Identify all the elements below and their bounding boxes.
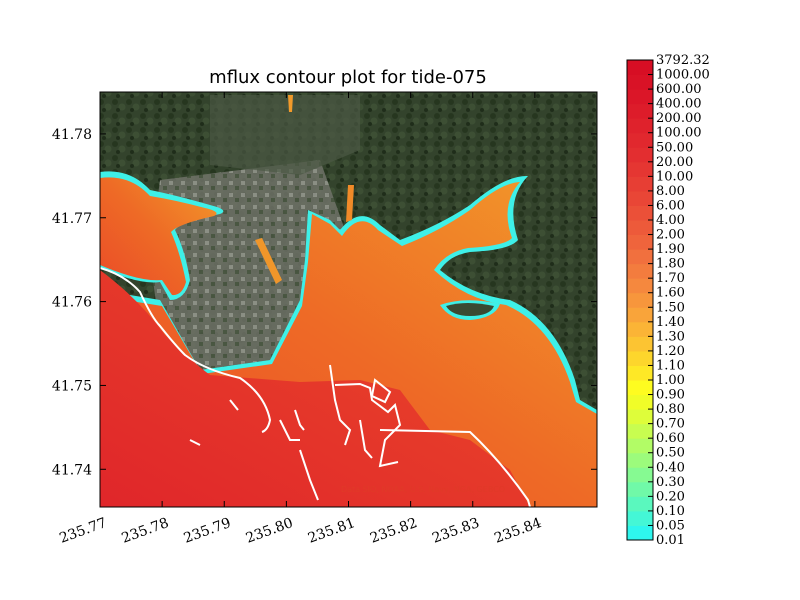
colorbar-swatch: [627, 60, 653, 76]
colorbar-swatch: [627, 409, 653, 425]
creek-channel: [255, 238, 282, 284]
x-tick-label: 235.81: [306, 515, 358, 547]
basemap-credit: Data SIO, NOAA, U.S. Navy, NGA, GEBCO: [341, 485, 505, 494]
colorbar-label: 10.00: [656, 169, 693, 184]
colorbar-label: 1.70: [656, 271, 685, 286]
colorbar-swatch: [627, 234, 653, 250]
colorbar-label: 1.30: [656, 329, 685, 344]
colorbar-swatch: [627, 380, 653, 396]
colorbar-swatch: [627, 176, 653, 192]
colorbar-frame: [626, 59, 654, 541]
colorbar-swatch: [627, 496, 653, 512]
colorbar-swatch: [627, 438, 653, 454]
colorbar-swatch: [627, 321, 653, 337]
colorbar-label: 8.00: [656, 184, 685, 199]
colorbar-label: 1.60: [656, 286, 685, 301]
colorbar-swatch: [627, 103, 653, 119]
colorbar-label: 6.00: [656, 198, 685, 213]
colorbar-label: 1.80: [656, 257, 685, 272]
colorbar-label: 400.00: [656, 97, 702, 112]
colorbar-swatch: [627, 394, 653, 410]
colorbar-label: 3792.32: [656, 53, 710, 68]
ocean-flux-fill: [100, 270, 530, 507]
colorbar-label: 20.00: [656, 155, 693, 170]
colorbar-swatch: [627, 132, 653, 148]
y-tick-label: 41.76: [52, 295, 92, 311]
colorbar-label: 1.00: [656, 373, 685, 388]
x-tick-label: 235.82: [368, 515, 420, 547]
colorbar-label: 0.30: [656, 475, 685, 490]
colorbar-swatch: [627, 89, 653, 105]
colorbar: 0.010.050.100.200.300.400.500.600.700.80…: [626, 53, 710, 548]
colorbar-label: 0.10: [656, 504, 685, 519]
colorbar-swatch: [627, 278, 653, 294]
colorbar-label: 1.10: [656, 358, 685, 373]
colorbar-label: 2.00: [656, 228, 685, 243]
y-tick-label: 41.74: [52, 462, 92, 478]
y-tick-label: 41.75: [52, 378, 92, 394]
plot-area: Data SIO, NOAA, U.S. Navy, NGA, GEBCO: [100, 92, 597, 507]
colorbar-swatch: [627, 336, 653, 352]
x-tick-label: 235.77: [57, 515, 109, 547]
colorbar-swatch: [627, 467, 653, 483]
colorbar-swatch: [627, 510, 653, 526]
colorbar-swatch: [627, 423, 653, 439]
y-tick-label: 41.78: [52, 127, 92, 143]
colorbar-label: 200.00: [656, 111, 702, 126]
x-tick-label: 235.78: [119, 515, 171, 547]
colorbar-label: 0.40: [656, 460, 685, 475]
colorbar-label: 1.50: [656, 300, 685, 315]
colorbar-label: 0.80: [656, 402, 685, 417]
colorbar-swatch: [627, 161, 653, 177]
colorbar-swatch: [627, 74, 653, 90]
colorbar-label: 0.90: [656, 388, 685, 403]
river-channel: [346, 185, 354, 222]
colorbar-swatch: [627, 292, 653, 308]
colorbar-label: 0.50: [656, 446, 685, 461]
colorbar-swatch: [627, 365, 653, 381]
x-tick-label: 235.80: [244, 515, 296, 547]
x-tick-label: 235.84: [492, 515, 544, 547]
colorbar-swatch: [627, 205, 653, 221]
colorbar-swatch: [627, 147, 653, 163]
colorbar-swatch: [627, 525, 653, 541]
colorbar-label: 1.20: [656, 344, 685, 359]
north-channel: [288, 95, 293, 112]
colorbar-swatch: [627, 220, 653, 236]
colorbar-swatch: [627, 452, 653, 468]
x-tick-label: 235.83: [430, 515, 482, 547]
colorbar-label: 1.90: [656, 242, 685, 257]
colorbar-label: 1000.00: [656, 68, 710, 83]
colorbar-label: 600.00: [656, 82, 702, 97]
colorbar-swatch: [627, 190, 653, 206]
colorbar-swatch: [627, 263, 653, 279]
colorbar-swatch: [627, 249, 653, 265]
colorbar-swatch: [627, 350, 653, 366]
y-tick-label: 41.77: [52, 211, 92, 227]
colorbar-swatch: [627, 307, 653, 323]
colorbar-label: 0.05: [656, 518, 685, 533]
colorbar-swatch: [627, 118, 653, 134]
colorbar-label: 0.70: [656, 417, 685, 432]
colorbar-swatch: [627, 481, 653, 497]
colorbar-label: 100.00: [656, 126, 702, 141]
colorbar-label: 4.00: [656, 213, 685, 228]
x-tick-label: 235.79: [182, 515, 234, 547]
colorbar-label: 0.01: [656, 533, 685, 548]
colorbar-label: 1.40: [656, 315, 685, 330]
town-north: [210, 95, 360, 175]
colorbar-label: 50.00: [656, 140, 693, 155]
y-axis: 41.74 41.75 41.76 41.77 41.78: [52, 127, 597, 478]
colorbar-label: 0.60: [656, 431, 685, 446]
island-land: [446, 303, 494, 316]
coastline-contours: [100, 267, 531, 507]
colorbar-label: 0.20: [656, 489, 685, 504]
chart-title: mflux contour plot for tide-075: [209, 67, 487, 88]
